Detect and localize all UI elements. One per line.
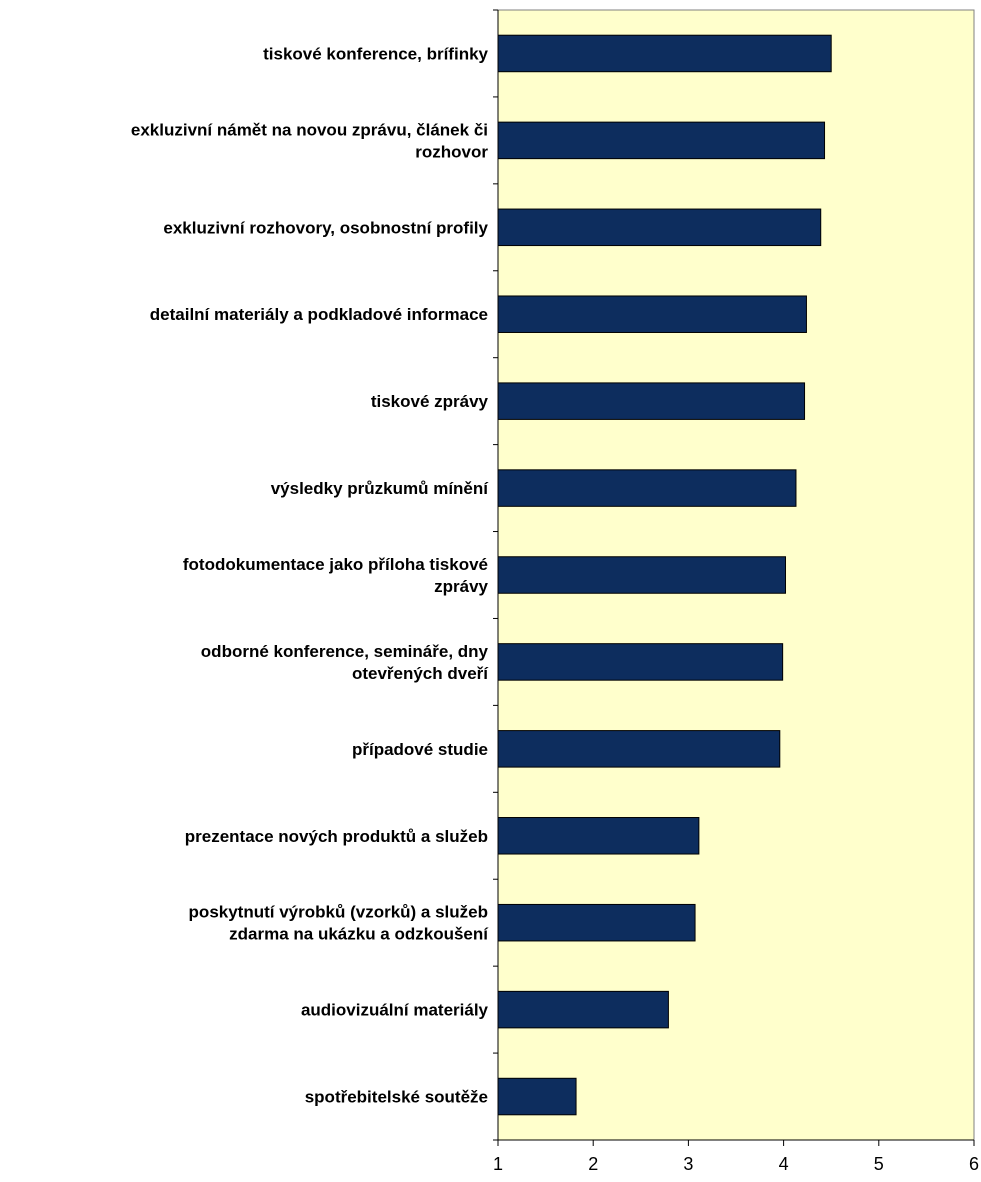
category-label-5: tiskové zprávy xyxy=(371,392,489,411)
x-tick-label-5: 5 xyxy=(874,1154,884,1174)
category-label-8-line-1: odborné konference, semináře, dny xyxy=(201,642,489,661)
x-tick-label-4: 4 xyxy=(779,1154,789,1174)
category-label-12: audiovizuální materiály xyxy=(301,1001,489,1020)
bar-2 xyxy=(497,121,826,160)
category-label-13: spotřebitelské soutěže xyxy=(305,1088,488,1107)
category-label-7-line-2: zprávy xyxy=(434,577,488,596)
x-tick-label-3: 3 xyxy=(683,1154,693,1174)
category-label-9: případové studie xyxy=(352,740,488,759)
bar-5 xyxy=(497,382,806,420)
category-label-4: detailní materiály a podkladové informac… xyxy=(150,305,488,324)
bar-9 xyxy=(497,730,781,768)
bar-10 xyxy=(497,817,700,855)
bar-6 xyxy=(497,469,797,507)
category-label-3: exkluzivní rozhovory, osobnostní profily xyxy=(163,218,488,237)
bar-1 xyxy=(497,34,832,73)
category-label-11-line-2: zdarma na ukázku a odzkoušení xyxy=(229,925,489,944)
category-label-10: prezentace nových produktů a služeb xyxy=(185,827,488,846)
category-label-7-line-1: fotodokumentace jako příloha tiskové xyxy=(183,555,488,574)
bar-4 xyxy=(497,295,807,333)
axes-layer xyxy=(497,10,974,1141)
category-label-2-line-2: rozhovor xyxy=(415,142,488,161)
bar-3 xyxy=(497,208,822,247)
bars-layer xyxy=(497,34,832,1116)
category-label-11-line-1: poskytnutí výrobků (vzorků) a služeb xyxy=(189,903,488,922)
bar-11 xyxy=(497,903,696,942)
category-labels: tiskové konference, brífinky exkluzivní n… xyxy=(131,44,489,1106)
category-label-8-line-2: otevřených dveří xyxy=(352,664,489,683)
category-label-6: výsledky průzkumů mínění xyxy=(271,479,490,498)
category-label-1: tiskové konference, brífinky xyxy=(263,44,488,63)
bar-8 xyxy=(497,643,784,681)
bar-13 xyxy=(497,1077,577,1116)
ticks-layer: 1 2 3 4 5 6 xyxy=(493,9,979,1174)
x-tick-label-2: 2 xyxy=(588,1154,598,1174)
x-tick-label-6: 6 xyxy=(969,1154,979,1174)
bar-12 xyxy=(497,990,669,1029)
bar-7 xyxy=(497,556,787,594)
category-label-2-line-1: exkluzivní námět na novou zprávu, článek… xyxy=(131,120,488,139)
x-tick-label-1: 1 xyxy=(493,1154,503,1174)
